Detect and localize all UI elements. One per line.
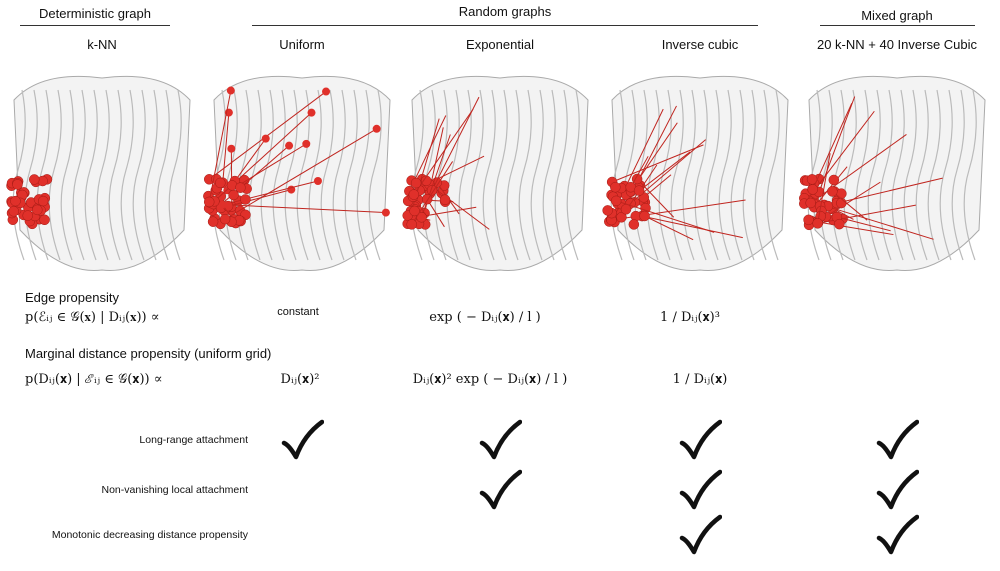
rule <box>252 25 758 26</box>
checkmark <box>679 514 722 555</box>
column-label: Inverse cubic <box>661 37 739 52</box>
group-title: Deterministic graph <box>39 6 151 21</box>
checkmark <box>479 469 522 510</box>
property-label: Long-range attachment <box>139 434 248 446</box>
row-title: Edge propensity <box>25 290 119 305</box>
formula: 1 / Dᵢⱼ(𝐱) <box>672 372 728 387</box>
checkmark <box>479 419 522 460</box>
checkmark <box>281 419 324 460</box>
row-title: Marginal distance propensity (uniform gr… <box>25 346 272 361</box>
column-label: 20 k-NN + 40 Inverse Cubic <box>816 37 978 52</box>
column-label: Uniform <box>279 37 325 52</box>
column-label: Exponential <box>466 37 534 52</box>
rule <box>20 25 170 26</box>
protein-renders <box>6 75 986 271</box>
formula: Dᵢⱼ(𝐱)² exp ( − Dᵢⱼ(𝐱) / l ) <box>412 372 568 387</box>
formula: constant <box>277 306 319 318</box>
protein <box>6 75 191 271</box>
protein <box>203 75 391 271</box>
protein <box>602 75 789 271</box>
property-label: Non-vanishing local attachment <box>101 484 249 496</box>
rule <box>820 25 975 26</box>
checkmark <box>876 419 919 460</box>
formula: p(ℰᵢⱼ ∈ 𝒢(𝐱) | Dᵢⱼ(𝐱)) ∝ <box>25 310 160 325</box>
column-label: k-NN <box>87 37 117 52</box>
formula: exp ( − Dᵢⱼ(𝐱) / l ) <box>429 310 541 325</box>
checkmark <box>679 419 722 460</box>
group-title: Mixed graph <box>861 8 933 23</box>
checkmark <box>679 469 722 510</box>
formula: Dᵢⱼ(𝐱)² <box>280 372 320 387</box>
group-title: Random graphs <box>458 4 552 19</box>
property-label: Monotonic decreasing distance propensity <box>51 529 248 541</box>
checkmark <box>876 514 919 555</box>
formula: 1 / Dᵢⱼ(𝐱)³ <box>660 310 720 325</box>
protein <box>402 75 589 271</box>
protein <box>799 75 986 271</box>
formula: p(Dᵢⱼ(𝐱) | ℰᵢⱼ ∈ 𝒢(𝐱)) ∝ <box>25 372 163 387</box>
checkmark <box>876 469 919 510</box>
